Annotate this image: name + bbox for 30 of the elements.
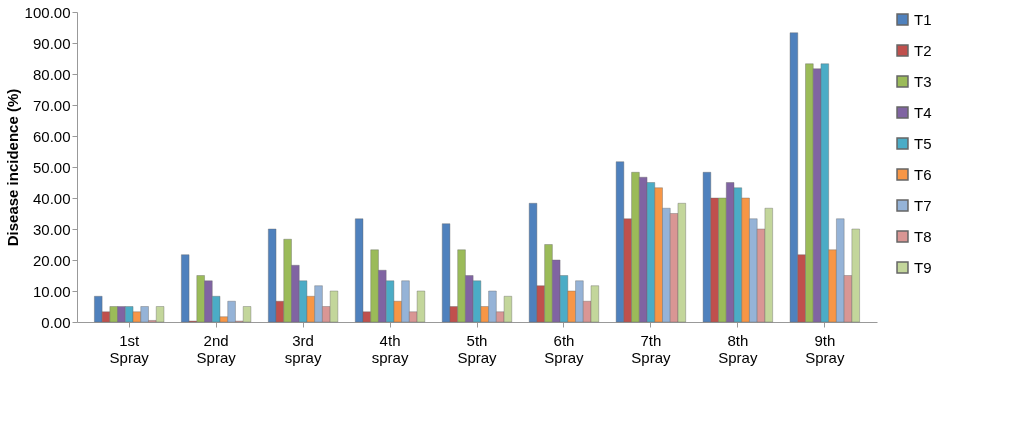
x-tick-label: 9th Spray <box>805 331 845 366</box>
x-tick-label: 7th Spray <box>631 331 671 366</box>
legend-label: T7 <box>914 196 932 214</box>
y-tick-label: 80.00 <box>32 65 71 83</box>
y-tick-label: 60.00 <box>32 127 71 145</box>
y-tick-label: 90.00 <box>32 34 71 52</box>
y-tick-label: 40.00 <box>32 189 71 207</box>
y-tick-label: 0.00 <box>41 313 71 331</box>
x-tick-label: 5th Spray <box>457 331 498 366</box>
x-tick-label: 6th Spray <box>544 331 585 366</box>
y-tick-label: 100.00 <box>24 3 71 21</box>
x-tick-label: 3rd spray <box>284 331 322 366</box>
x-tick-label: 8th Spray <box>718 331 758 366</box>
y-tick-label: 30.00 <box>32 220 71 238</box>
legend-label: T6 <box>914 165 932 183</box>
legend-label: T5 <box>914 134 932 152</box>
legend-label: T3 <box>914 72 932 90</box>
x-tick-label: 1st Spray <box>109 331 150 366</box>
legend-label: T4 <box>914 103 932 121</box>
legend-label: T2 <box>914 41 932 59</box>
y-tick-label: 70.00 <box>32 96 71 114</box>
x-tick-label: 2nd Spray <box>196 331 237 366</box>
y-tick-label: 10.00 <box>32 282 71 300</box>
x-tick-label: 4th spray <box>371 331 409 366</box>
legend-label: T9 <box>914 258 932 276</box>
legend-label: T1 <box>914 10 932 28</box>
y-tick-label: 50.00 <box>32 158 71 176</box>
legend-label: T8 <box>914 227 932 245</box>
y-axis-title: Disease incidence (%) <box>3 88 21 247</box>
y-tick-label: 20.00 <box>32 251 71 269</box>
